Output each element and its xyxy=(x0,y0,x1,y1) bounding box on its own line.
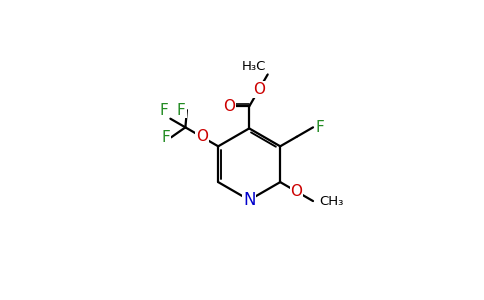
Text: O: O xyxy=(223,99,235,114)
Text: F: F xyxy=(177,103,186,118)
Text: F: F xyxy=(316,120,325,135)
Text: F: F xyxy=(160,103,168,118)
Text: O: O xyxy=(253,82,265,97)
Text: N: N xyxy=(243,191,256,209)
Text: CH₃: CH₃ xyxy=(319,194,344,208)
Text: H₃C: H₃C xyxy=(242,60,267,73)
Text: O: O xyxy=(196,129,208,144)
Text: F: F xyxy=(161,130,170,145)
Text: O: O xyxy=(290,184,302,199)
